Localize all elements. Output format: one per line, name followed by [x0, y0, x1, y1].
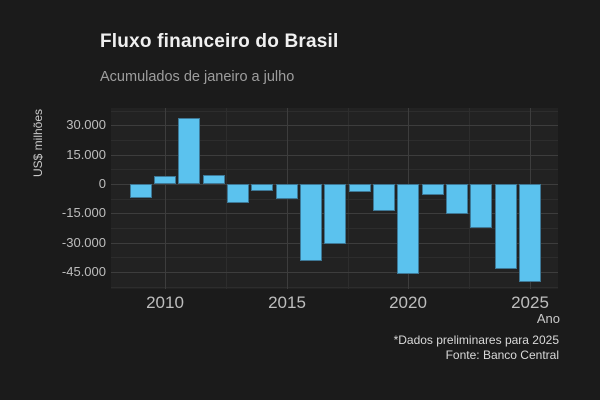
h-minor-gridline: [111, 257, 558, 258]
bar-2011: [178, 117, 201, 184]
bar-2014: [251, 184, 274, 191]
bar-2013: [227, 184, 249, 203]
bar-2009: [129, 184, 152, 198]
y-tick-label: 0: [98, 176, 106, 191]
h-minor-gridline: [111, 169, 558, 170]
x-axis-title: Ano: [536, 311, 560, 326]
bar-2015: [275, 184, 298, 199]
y-tick-label: 30.000: [66, 117, 106, 132]
bar-2019: [373, 184, 395, 212]
bar-2018: [348, 184, 371, 192]
bar-2024: [494, 184, 517, 270]
caption-source: Fonte: Banco Central: [445, 347, 559, 362]
h-minor-gridline: [111, 111, 558, 112]
bar-2023: [470, 184, 493, 228]
v-minor-gridline: [348, 108, 349, 289]
chart-subtitle: Acumulados de janeiro a julho: [100, 69, 295, 85]
h-minor-gridline: [111, 287, 558, 288]
bar-2025: [519, 184, 541, 282]
y-tick-label: -15.000: [61, 205, 106, 220]
bar-2012: [202, 175, 225, 184]
chart-caption: *Dados preliminares para 2025 Fonte: Ban…: [394, 333, 559, 362]
bar-2021: [421, 184, 444, 195]
x-tick-label: 2010: [146, 293, 184, 312]
y-tick-label: -45.000: [61, 264, 106, 279]
h-major-gridline: [111, 272, 558, 273]
h-major-gridline: [111, 125, 558, 126]
h-minor-gridline: [111, 140, 558, 141]
bar-2010: [154, 176, 176, 184]
v-minor-gridline: [469, 108, 470, 289]
bar-2016: [300, 184, 322, 262]
v-minor-gridline: [226, 108, 227, 289]
y-tick-label: -30.000: [61, 235, 106, 250]
plot-panel: [111, 108, 558, 289]
y-tick-label: 15.000: [66, 147, 106, 162]
x-tick-label: 2020: [389, 293, 427, 312]
v-major-gridline: [165, 108, 166, 289]
x-tick-label: 2015: [268, 293, 306, 312]
chart-title: Fluxo financeiro do Brasil: [100, 31, 339, 52]
x-tick-label: 2025: [511, 293, 549, 312]
h-major-gridline: [111, 155, 558, 156]
bar-2022: [446, 184, 468, 215]
bar-2020: [397, 184, 420, 274]
bar-2017: [324, 184, 347, 244]
caption-note: *Dados preliminares para 2025: [393, 333, 559, 347]
